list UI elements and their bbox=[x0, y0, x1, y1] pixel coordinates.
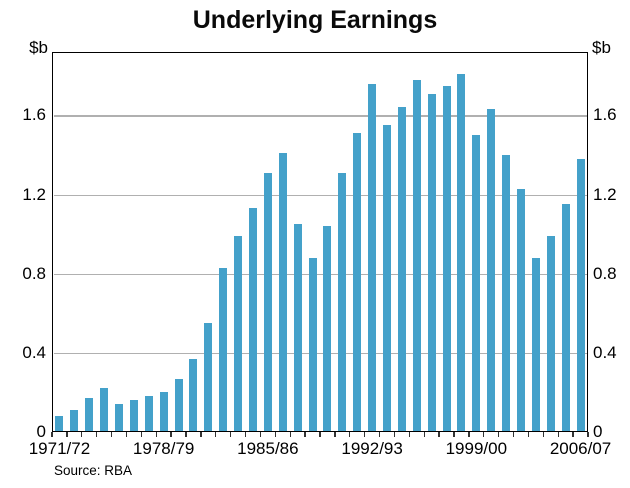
x-axis-tick bbox=[155, 432, 157, 437]
y-tick-label-left: 0.8 bbox=[22, 263, 46, 283]
x-axis-tick bbox=[185, 432, 187, 437]
x-axis-tick bbox=[408, 432, 411, 437]
bar bbox=[487, 109, 496, 432]
x-tick-label: 1992/93 bbox=[341, 439, 403, 458]
x-axis-tick bbox=[483, 432, 485, 437]
x-axis-tick bbox=[527, 432, 530, 437]
bar bbox=[55, 416, 64, 432]
bar bbox=[546, 236, 555, 432]
x-axis-tick bbox=[349, 432, 351, 437]
bar bbox=[115, 404, 123, 432]
x-axis-tick bbox=[557, 432, 559, 437]
x-axis-tick bbox=[423, 432, 425, 437]
x-tick-label: 1978/79 bbox=[132, 439, 195, 458]
x-axis-tick bbox=[140, 432, 143, 437]
bar bbox=[561, 204, 570, 432]
bar bbox=[308, 257, 317, 432]
x-tick-label: 1971/72 bbox=[28, 439, 91, 458]
bar bbox=[144, 396, 153, 432]
x-axis-tick bbox=[81, 432, 83, 437]
bar bbox=[219, 267, 228, 432]
x-axis-tick bbox=[438, 432, 440, 437]
bar bbox=[531, 257, 540, 432]
bar bbox=[502, 154, 511, 432]
source-note: Source: RBA bbox=[54, 463, 133, 478]
x-tick-label: 1985/86 bbox=[237, 439, 299, 458]
gridline bbox=[53, 352, 587, 355]
bar bbox=[442, 85, 451, 432]
x-axis-tick bbox=[363, 432, 366, 437]
x-axis-tick bbox=[125, 432, 128, 437]
x-axis-tick bbox=[95, 432, 98, 437]
y-tick-label-left: 1.6 bbox=[22, 105, 46, 125]
bar bbox=[383, 125, 391, 432]
x-axis-tick bbox=[51, 432, 53, 437]
x-axis-tick bbox=[66, 432, 68, 437]
x-axis-tick bbox=[334, 432, 336, 437]
x-axis-tick bbox=[378, 432, 381, 437]
y-tick-label-left: 0 bbox=[36, 422, 46, 441]
x-axis-tick bbox=[215, 432, 217, 437]
bar bbox=[517, 188, 525, 432]
bar bbox=[323, 226, 332, 432]
x-axis-tick bbox=[497, 432, 500, 437]
y-tick-label-right: 0 bbox=[593, 422, 603, 441]
bar bbox=[338, 172, 347, 432]
bar bbox=[368, 83, 377, 432]
x-axis-tick bbox=[393, 432, 396, 437]
bar bbox=[472, 135, 481, 432]
x-axis-tick bbox=[110, 432, 113, 437]
y-tick-label-left: 1.2 bbox=[22, 184, 46, 204]
y-tick-label-right: 1.6 bbox=[593, 105, 617, 125]
x-axis-tick bbox=[259, 432, 262, 437]
x-axis-tick bbox=[453, 432, 455, 437]
bar bbox=[263, 172, 272, 432]
x-axis-tick bbox=[304, 432, 306, 437]
gridline bbox=[53, 194, 587, 196]
plot-area bbox=[52, 52, 588, 432]
x-axis-tick bbox=[244, 432, 247, 437]
bar bbox=[412, 79, 421, 432]
y-tick-label-right: 0.4 bbox=[593, 342, 617, 362]
y-tick-label-right: 1.2 bbox=[593, 184, 617, 204]
x-axis-tick bbox=[274, 432, 277, 437]
x-axis-tick bbox=[289, 432, 291, 437]
bar bbox=[353, 133, 362, 432]
x-tick-label: 2006/07 bbox=[549, 439, 612, 458]
x-axis-tick bbox=[512, 432, 515, 437]
bar bbox=[100, 388, 109, 432]
chart-title: Underlying Earnings bbox=[192, 6, 438, 34]
y-tick-label-right: 0.8 bbox=[593, 263, 617, 283]
gridline bbox=[53, 273, 587, 275]
bar bbox=[576, 158, 585, 432]
bar bbox=[278, 152, 287, 432]
x-axis-tick bbox=[587, 432, 589, 437]
gridline bbox=[53, 115, 587, 117]
x-axis-tick bbox=[542, 432, 545, 437]
bar bbox=[249, 208, 257, 432]
x-axis-tick bbox=[200, 432, 202, 437]
bar bbox=[234, 236, 243, 432]
x-axis-tick bbox=[170, 432, 172, 437]
bar bbox=[293, 224, 302, 432]
bar bbox=[204, 323, 213, 432]
y-tick-label-left: 0.4 bbox=[22, 342, 46, 362]
x-axis-tick bbox=[229, 432, 232, 437]
bar bbox=[129, 400, 138, 432]
bar bbox=[427, 93, 436, 432]
y-axis-unit-right: $b bbox=[592, 38, 611, 57]
bar bbox=[457, 73, 466, 432]
bar bbox=[174, 378, 183, 432]
bar bbox=[85, 398, 94, 432]
bar bbox=[189, 358, 198, 432]
bar bbox=[397, 107, 406, 432]
bar bbox=[70, 410, 79, 432]
x-axis-tick bbox=[468, 432, 470, 437]
bar bbox=[159, 392, 168, 432]
x-tick-label: 1999/00 bbox=[445, 439, 508, 458]
y-axis-unit-left: $b bbox=[29, 38, 48, 57]
x-axis-tick bbox=[572, 432, 574, 437]
x-axis-tick bbox=[319, 432, 321, 437]
